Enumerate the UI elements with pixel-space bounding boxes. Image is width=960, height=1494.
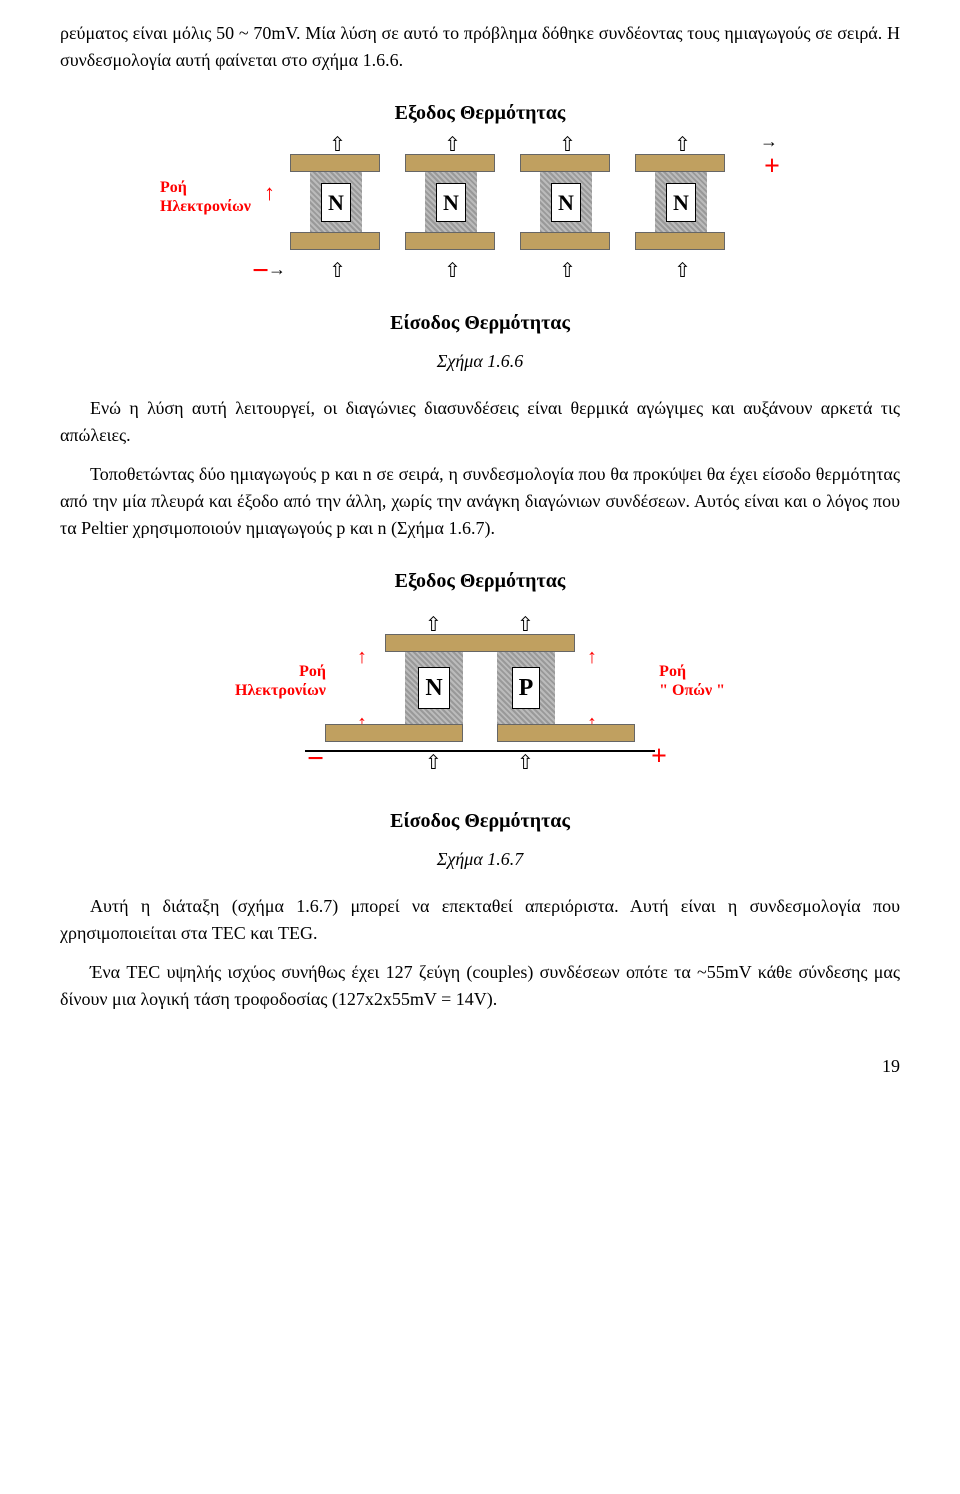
n-semiconductor: N [655,172,707,232]
fig167-top-title: Εξοδος Θερμότητας [235,566,725,596]
plus-terminal: + [651,736,667,778]
copper-bar [405,232,495,250]
up-arrow-icon: ⇧ [625,256,740,286]
paragraph-3: Τοποθετώντας δύο ημιαγωγούς p και n σε σ… [60,461,900,542]
up-arrow-icon: ⇧ [395,256,510,286]
n-semiconductor: N [425,172,477,232]
copper-bar [290,154,380,172]
fig167-left-label: Ροή Ηλεκτρονίων [235,662,326,700]
up-arrow-icon: ⇧ [425,748,442,778]
fig166-modules-row: N N N N [280,154,740,250]
copper-bar [405,154,495,172]
plus-terminal: + [764,146,780,188]
copper-bar-top [385,634,575,652]
up-arrow-icon: ⇧ [517,748,534,778]
n-semiconductor: N [540,172,592,232]
paragraph-1: ρεύματος είναι μόλις 50 ~ 70mV. Μία λύση… [60,20,900,74]
copper-bar [635,154,725,172]
red-up-arrow-icon: ↑ [357,642,367,672]
copper-bar [520,154,610,172]
paragraph-4: Αυτή η διάταξη (σχήμα 1.6.7) μπορεί να ε… [60,893,900,947]
up-arrow-icon: ⇧ [510,256,625,286]
copper-bar-bottom-left [325,724,463,742]
page-number: 19 [60,1053,900,1080]
fig166-bottom-arrows-row: ⇧ ⇧ ⇧ ⇧ [280,256,740,286]
fig166-module: N [510,154,625,250]
red-up-arrow-icon: ↑ [264,176,275,209]
fig166-module: N [625,154,740,250]
fig166-top-title: Εξοδος Θερμότητας [160,98,800,128]
red-up-arrow-icon: ↑ [587,642,597,672]
copper-bar [520,232,610,250]
fig167-bottom-title: Είσοδος Θερμότητας [235,806,725,836]
n-semiconductor: N [405,652,463,724]
figure-1-6-7: Εξοδος Θερμότητας ⇧ ⇧ Ροή Ηλεκτρονίων Ρο… [60,566,900,836]
copper-bar [635,232,725,250]
fig166-roi-label: Ροή Ηλεκτρονίων [160,178,251,216]
figure-1-6-6: Εξοδος Θερμότητας ⇧ ⇧ ⇧ ⇧ → + ↑ Ροή Ηλεκ… [60,98,900,338]
wire-line [305,750,655,752]
up-arrow-icon: ⇧ [280,256,395,286]
fig167-caption: Σχήμα 1.6.7 [60,846,900,873]
minus-terminal: − [307,736,324,781]
minus-terminal: − [252,248,269,293]
copper-bar [290,232,380,250]
paragraph-2: Ενώ η λύση αυτή λειτουργεί, οι διαγώνιες… [60,395,900,449]
n-semiconductor: N [310,172,362,232]
p-semiconductor: P [497,652,555,724]
fig166-module: N [280,154,395,250]
paragraph-5: Ένα TEC υψηλής ισχύος συνήθως έχει 127 ζ… [60,959,900,1013]
fig166-caption: Σχήμα 1.6.6 [60,348,900,375]
copper-bar-bottom-right [497,724,635,742]
fig166-module: N [395,154,510,250]
fig166-bottom-title: Είσοδος Θερμότητας [160,308,800,338]
fig167-right-label: Ροή " Οπών " [659,662,725,700]
